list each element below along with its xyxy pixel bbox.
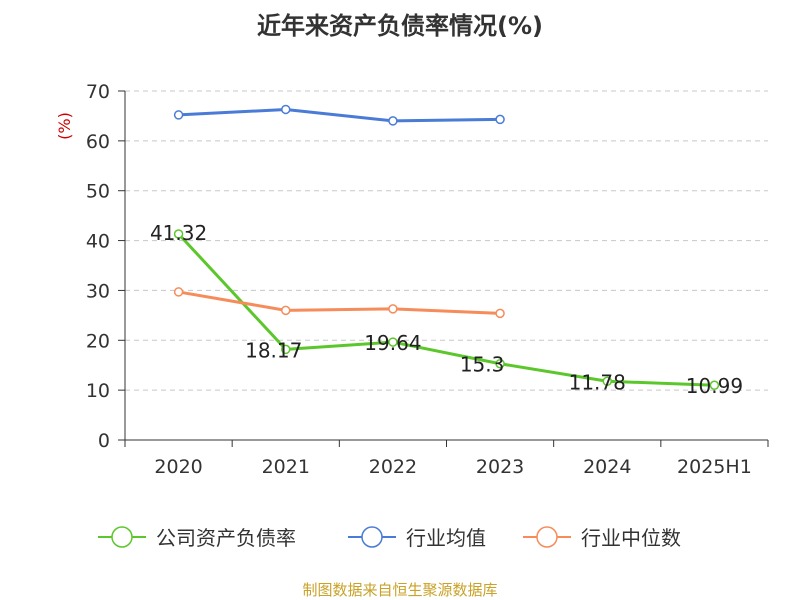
legend-marker-circle[interactable] — [361, 526, 383, 548]
legend-label: 公司资产负债率 — [156, 526, 296, 550]
x-tick-label: 2020 — [154, 456, 202, 478]
x-tick-label: 2024 — [583, 456, 631, 478]
data-point[interactable] — [602, 376, 612, 387]
chart-title: 近年来资产负债率情况(%) — [257, 12, 543, 40]
data-point[interactable] — [173, 287, 184, 297]
data-label: 19.64 — [364, 331, 421, 355]
y-tick-label: 10 — [86, 380, 110, 402]
series-line — [178, 107, 501, 123]
data-point[interactable] — [388, 337, 398, 347]
y-tick-label: 0 — [98, 430, 110, 452]
x-tick-label: 2022 — [369, 456, 417, 478]
data-label: 18.17 — [245, 338, 302, 362]
source-caption: 制图数据来自恒生聚源数据库 — [302, 581, 498, 599]
y-tick-label: 30 — [86, 280, 110, 302]
legend-label: 行业中位数 — [581, 526, 681, 550]
data-point[interactable] — [173, 110, 184, 120]
data-point[interactable] — [281, 305, 291, 316]
x-tick-label: 2025H1 — [677, 456, 752, 478]
data-point[interactable] — [388, 116, 398, 126]
y-tick-label: 40 — [86, 231, 110, 253]
data-point[interactable] — [709, 380, 720, 390]
y-tick-label: 70 — [86, 81, 110, 103]
x-tick-label: 2021 — [262, 456, 310, 478]
data-point[interactable] — [281, 344, 291, 355]
legend-marker-circle[interactable] — [111, 526, 133, 548]
x-tick-label: 2023 — [476, 456, 524, 478]
data-label: 15.3 — [460, 353, 505, 377]
data-label: 11.78 — [569, 370, 626, 394]
y-tick-label: 50 — [86, 181, 110, 203]
data-point[interactable] — [495, 114, 505, 125]
data-label: 10.99 — [686, 374, 743, 398]
series-line — [178, 290, 501, 315]
data-point[interactable] — [495, 358, 505, 369]
y-tick-label: 60 — [86, 131, 110, 153]
series-line — [177, 232, 715, 387]
data-label: 41.32 — [150, 221, 207, 245]
y-tick-label: 20 — [86, 330, 110, 352]
legend-label: 行业均值 — [406, 526, 486, 550]
data-point[interactable] — [388, 304, 398, 314]
data-point[interactable] — [173, 229, 184, 239]
data-point[interactable] — [495, 308, 505, 319]
y-axis-label: (%) — [55, 112, 74, 140]
data-point[interactable] — [281, 104, 291, 115]
legend-marker-circle[interactable] — [536, 526, 558, 548]
